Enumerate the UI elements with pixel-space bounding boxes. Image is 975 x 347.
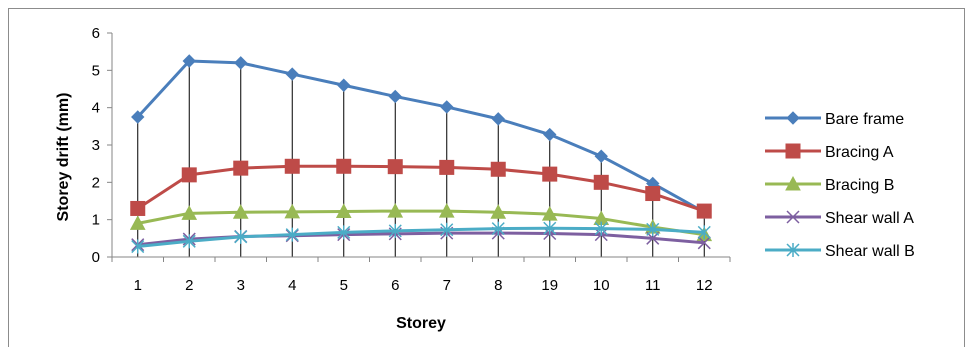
chart-frame xyxy=(8,8,965,347)
data-point-marker xyxy=(131,110,145,124)
data-point-marker xyxy=(388,89,402,104)
legend-label: Shear wall B xyxy=(825,243,915,260)
series-line xyxy=(137,209,705,237)
legend-item: Bare frame xyxy=(765,111,904,128)
series-line xyxy=(136,164,705,213)
drop-lines xyxy=(137,61,705,257)
legend-item: Shear wall A xyxy=(765,210,914,227)
data-point-marker xyxy=(543,221,557,236)
series-2 xyxy=(130,158,712,219)
data-point-marker xyxy=(490,161,506,177)
legend-label: Shear wall A xyxy=(825,210,914,227)
data-point-marker xyxy=(181,205,198,220)
series-3 xyxy=(129,203,713,242)
data-point-marker xyxy=(543,127,557,142)
y-tick-label: 0 xyxy=(92,249,100,266)
data-point-marker xyxy=(234,229,248,244)
y-tick-label: 4 xyxy=(92,100,100,117)
data-point-marker xyxy=(182,54,196,68)
legend-label: Bracing B xyxy=(825,177,894,194)
data-point-marker xyxy=(181,167,197,183)
data-point-marker xyxy=(594,221,608,236)
y-tick-label: 3 xyxy=(92,137,100,154)
data-point-marker xyxy=(593,174,609,190)
x-tick-label: 19 xyxy=(541,277,558,294)
legend-marker xyxy=(785,143,801,159)
legend-item: Shear wall B xyxy=(765,243,915,260)
data-point-marker xyxy=(387,203,404,218)
y-axis-title: Storey drift (mm) xyxy=(55,93,72,222)
data-point-marker xyxy=(439,159,455,175)
data-point-marker xyxy=(182,234,196,249)
legend-label: Bracing A xyxy=(825,144,894,161)
legend-marker xyxy=(786,243,800,257)
legend: Bare frame Bracing A Bracing B Shear wall A… xyxy=(765,111,915,260)
x-axis-title: Storey xyxy=(396,315,446,332)
data-point-marker xyxy=(284,203,301,219)
data-point-marker xyxy=(490,204,507,219)
data-point-marker xyxy=(285,227,299,242)
data-point-marker xyxy=(130,200,146,216)
series-5 xyxy=(131,221,711,254)
data-point-marker xyxy=(284,158,300,174)
x-tick-label: 5 xyxy=(340,277,348,294)
y-tick-label: 2 xyxy=(92,174,100,191)
legend-item: Bracing A xyxy=(765,143,894,161)
x-tick-label: 3 xyxy=(237,277,245,294)
data-point-marker xyxy=(594,149,608,163)
x-tick-label: 8 xyxy=(494,277,502,294)
series-line xyxy=(136,59,705,214)
data-point-marker xyxy=(696,203,712,219)
series-1 xyxy=(131,54,711,219)
data-point-marker xyxy=(541,206,558,221)
y-tick-label: 5 xyxy=(92,62,100,79)
data-point-marker xyxy=(438,203,455,218)
data-point-marker xyxy=(697,236,711,250)
x-tick-label: 11 xyxy=(645,277,661,294)
y-tick-label: 6 xyxy=(92,25,100,42)
data-point-marker xyxy=(645,186,661,202)
x-tick-label: 2 xyxy=(185,277,193,294)
data-point-marker xyxy=(337,78,351,92)
data-point-marker xyxy=(697,225,711,240)
data-point-marker xyxy=(234,56,248,70)
data-point-marker xyxy=(337,225,351,240)
data-point-marker xyxy=(335,203,352,218)
legend-marker xyxy=(786,111,800,125)
series-group xyxy=(129,54,713,254)
data-point-marker xyxy=(388,223,402,238)
legend-marker xyxy=(786,210,800,224)
data-point-marker xyxy=(491,112,505,126)
data-point-marker xyxy=(285,67,299,81)
legend-marker xyxy=(785,175,801,191)
data-point-marker xyxy=(440,222,454,237)
data-point-marker xyxy=(440,100,454,114)
data-point-marker xyxy=(491,221,505,236)
x-tick-label: 4 xyxy=(288,277,296,294)
data-point-marker xyxy=(131,239,145,254)
axes xyxy=(107,32,731,262)
data-point-marker xyxy=(336,158,352,174)
data-point-marker xyxy=(542,166,558,182)
series-line xyxy=(137,226,705,249)
x-tick-label: 12 xyxy=(696,277,713,294)
legend-item: Bracing B xyxy=(765,175,894,194)
data-point-marker xyxy=(387,159,403,175)
legend-label: Bare frame xyxy=(825,111,904,128)
data-point-marker xyxy=(232,204,249,219)
data-point-marker xyxy=(233,160,249,176)
x-tick-label: 7 xyxy=(443,277,451,294)
x-tick-label: 10 xyxy=(593,277,610,294)
x-tick-label: 6 xyxy=(391,277,399,294)
data-point-marker xyxy=(129,215,146,230)
x-tick-label: 1 xyxy=(134,277,142,294)
data-point-marker xyxy=(646,222,660,237)
y-tick-label: 1 xyxy=(92,212,100,229)
